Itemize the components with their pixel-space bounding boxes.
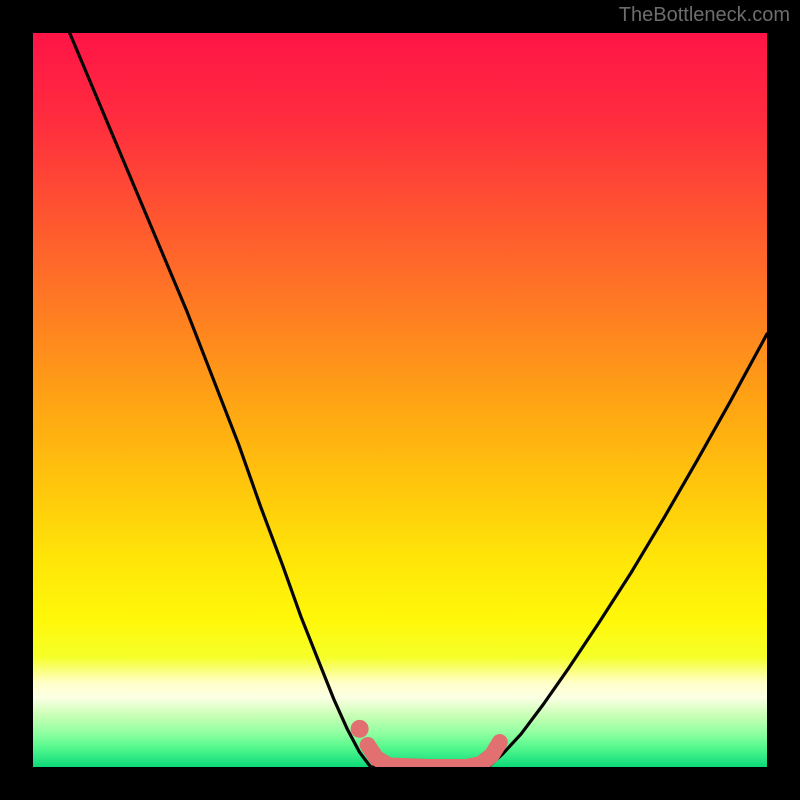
gradient-background <box>33 33 767 767</box>
attribution-label: TheBottleneck.com <box>619 4 790 27</box>
safe-zone-dot <box>351 720 369 738</box>
plot-svg <box>33 33 767 767</box>
figure-root: TheBottleneck.com <box>0 0 800 800</box>
plot-area <box>33 33 767 767</box>
